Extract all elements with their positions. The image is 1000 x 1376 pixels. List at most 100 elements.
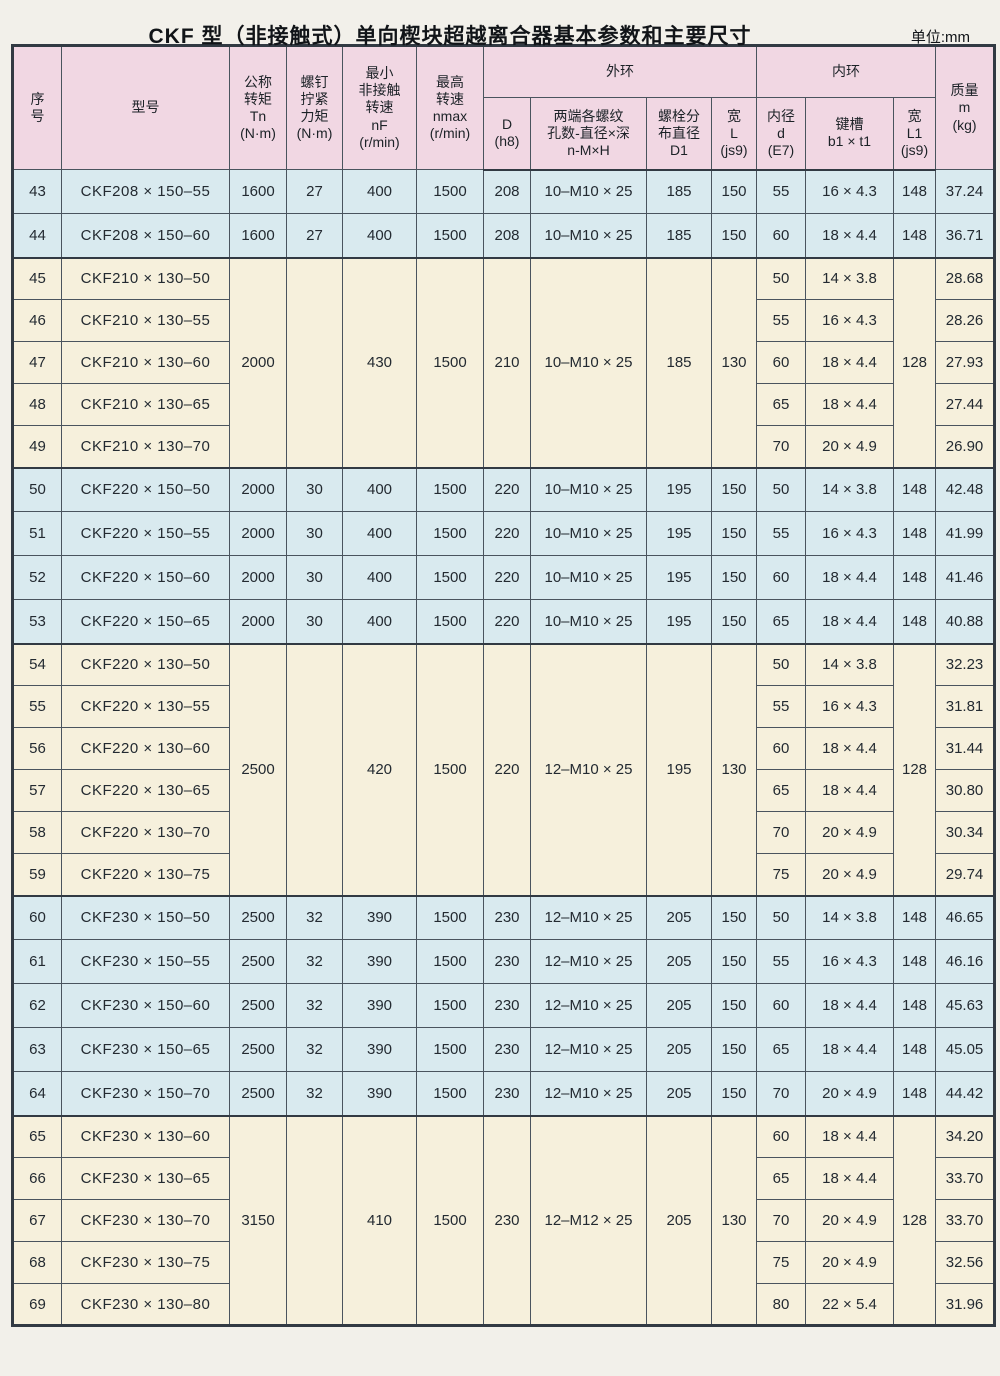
cell-no: 48 [12,383,62,426]
cell-key: 18 × 4.4 [805,983,894,1028]
cell-d: 50 [756,256,806,300]
col-header-min-speed: 最小 非接触 转速 nF (r/min) [342,45,417,170]
table-row: 48 CKF210 × 130–65 65 18 × 4.4 27.44 [12,383,996,426]
cell-tn: 2000 [229,599,287,644]
cell-m: 28.26 [935,299,996,342]
cell-d: 70 [756,811,806,854]
cell-L: 150 [711,169,757,214]
cell-holes: 10–M10 × 25 [530,169,647,214]
table-row: 68 CKF230 × 130–75 75 20 × 4.9 32.56 [12,1241,996,1284]
cell-nmax: 1500 [416,642,484,896]
cell-tn: 2000 [229,511,287,556]
cell-D: 208 [483,213,531,258]
cell-L: 150 [711,213,757,258]
table-row: 51 CKF220 × 150–55 2000 30 400 1500 220 10–M10 … [12,511,996,556]
cell-d: 70 [756,425,806,468]
cell-d: 55 [756,511,806,556]
cell-d: 65 [756,383,806,426]
cell-L: 150 [711,466,757,512]
cell-D1: 195 [646,555,712,600]
cell-d: 60 [756,1114,806,1158]
cell-key: 18 × 4.4 [805,1114,894,1158]
cell-key: 18 × 4.4 [805,727,894,770]
cell-m: 36.71 [935,213,996,258]
cell-screw: 30 [286,511,343,556]
cell-model: CKF230 × 150–70 [61,1071,230,1116]
cell-d: 55 [756,299,806,342]
cell-key: 20 × 4.9 [805,425,894,468]
cell-d: 75 [756,853,806,896]
cell-no: 61 [12,939,62,984]
cell-model: CKF208 × 150–60 [61,213,230,258]
cell-D1: 185 [646,256,712,468]
cell-D: 220 [483,466,531,512]
cell-tn: 2500 [229,939,287,984]
cell-key: 18 × 4.4 [805,599,894,644]
cell-holes: 12–M10 × 25 [530,894,647,940]
table-row: 50 CKF220 × 150–50 2000 30 400 1500 220 10–M10 … [12,466,996,512]
cell-no: 47 [12,341,62,384]
cell-tn: 3150 [229,1114,287,1326]
cell-key: 18 × 4.4 [805,1027,894,1072]
cell-d: 50 [756,894,806,940]
cell-D: 220 [483,555,531,600]
cell-L1: 148 [892,555,937,600]
cell-D1: 205 [646,1114,712,1326]
cell-d: 55 [756,939,806,984]
cell-m: 45.63 [935,983,996,1028]
cell-D1: 195 [646,642,712,896]
cell-d: 50 [756,466,806,512]
cell-D1: 205 [646,939,712,984]
cell-nmax: 1500 [416,213,484,258]
col-group-outer-ring: 外环 [483,45,757,98]
col-header-outer-width: 宽 L (js9) [711,97,757,171]
col-header-nominal-torque: 公称 转矩 Tn (N·m) [229,45,287,170]
cell-key: 16 × 4.3 [805,169,894,214]
cell-m: 27.93 [935,341,996,384]
table-row: 45 CKF210 × 130–50 2000 430 1500 210 10–M10 × … [12,256,996,468]
cell-screw [286,642,343,896]
cell-screw: 30 [286,555,343,600]
cell-nmax: 1500 [416,1071,484,1116]
cell-no: 52 [12,555,62,600]
cell-nf: 390 [342,983,417,1028]
cell-L1: 148 [892,1027,937,1072]
cell-m: 46.65 [935,894,996,940]
cell-nmax: 1500 [416,939,484,984]
cell-d: 60 [756,341,806,384]
cell-model: CKF220 × 130–70 [61,811,230,854]
col-header-inner-width: 宽 L1 (js9) [892,97,937,171]
cell-D1: 205 [646,894,712,940]
cell-L1: 148 [892,894,937,940]
cell-no: 68 [12,1241,62,1284]
table-row: 60 CKF230 × 150–50 2500 32 390 1500 230 12–M10 … [12,894,996,940]
cell-nf: 390 [342,939,417,984]
cell-holes: 10–M10 × 25 [530,466,647,512]
cell-D1: 185 [646,169,712,214]
cell-m: 28.68 [935,256,996,300]
cell-d: 55 [756,685,806,728]
cell-holes: 12–M12 × 25 [530,1114,647,1326]
cell-no: 60 [12,894,62,940]
cell-d: 60 [756,213,806,258]
table-row: 54 CKF220 × 130–50 2500 420 1500 220 12–M10 × … [12,642,996,896]
table-row: 52 CKF220 × 150–60 2000 30 400 1500 220 10–M10 … [12,555,996,600]
cell-d: 60 [756,983,806,1028]
cell-nf: 400 [342,169,417,214]
cell-L: 130 [711,1114,757,1326]
col-header-mass: 质量 m (kg) [935,45,996,170]
cell-key: 16 × 4.3 [805,939,894,984]
cell-m: 46.16 [935,939,996,984]
cell-no: 69 [12,1283,62,1326]
cell-no: 50 [12,466,62,512]
cell-holes: 10–M10 × 25 [530,213,647,258]
cell-m: 31.44 [935,727,996,770]
col-header-bolt-circle: 螺栓分 布直径 D1 [646,97,712,171]
cell-model: CKF230 × 150–50 [61,894,230,940]
cell-no: 43 [12,169,62,214]
cell-screw: 27 [286,169,343,214]
cell-holes: 12–M10 × 25 [530,642,647,896]
table-row: 57 CKF220 × 130–65 65 18 × 4.4 30.80 [12,769,996,812]
cell-m: 29.74 [935,853,996,896]
cell-holes: 10–M10 × 25 [530,511,647,556]
